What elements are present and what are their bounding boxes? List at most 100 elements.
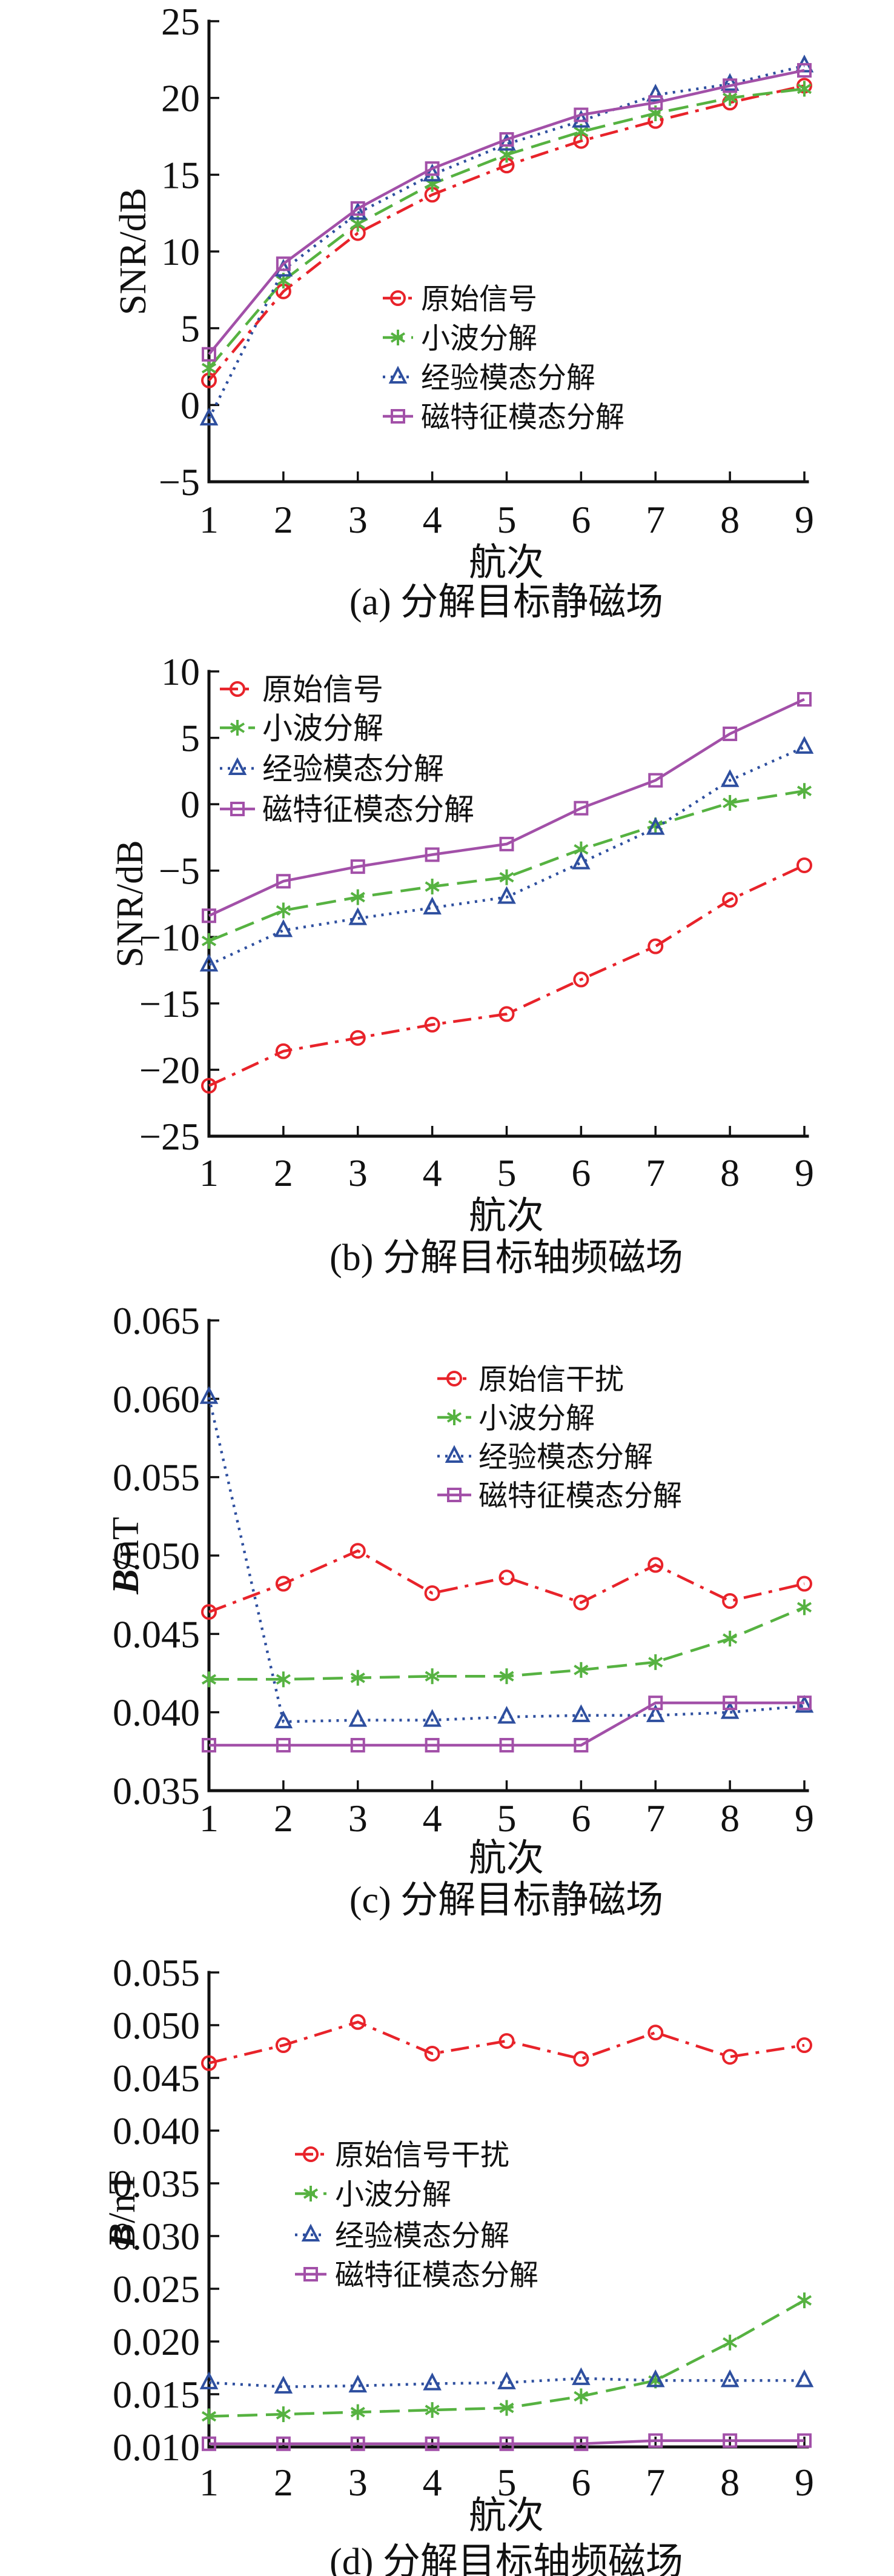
x-tick-label: 1 xyxy=(199,2461,219,2504)
legend-label: 原始信号 xyxy=(421,283,537,315)
legend-item: 经验模态分解 xyxy=(220,752,444,786)
legend-item: 磁特征模态分解 xyxy=(220,793,474,827)
triangle-icon xyxy=(795,2369,814,2388)
triangle-icon xyxy=(423,1709,442,1727)
x-tick-label: 1 xyxy=(199,1797,219,1840)
legend-label: 小波分解 xyxy=(421,322,537,354)
panel-d: 0.055 0.050 0.045 0.040 0.035 0.030 0.025 0.020… xyxy=(0,1933,894,2576)
legend-item: 经验模态分解 xyxy=(437,1441,653,1473)
legend-label: 原始信号 xyxy=(262,673,383,707)
square-icon xyxy=(350,201,365,216)
x-tick-label: 2 xyxy=(274,2461,293,2504)
series-line-b-0 xyxy=(208,864,805,1087)
x-tick-label: 1 xyxy=(199,498,219,541)
asterisk-icon xyxy=(201,933,217,949)
square-icon xyxy=(723,78,738,93)
square-icon xyxy=(648,1696,663,1711)
x-tick-label: 3 xyxy=(348,1797,368,1840)
series-markers-c-3 xyxy=(202,1696,812,1752)
asterisk-icon xyxy=(350,2404,365,2420)
asterisk-icon xyxy=(425,879,440,895)
square-icon xyxy=(425,161,440,176)
x-tick-label: 8 xyxy=(720,1797,740,1840)
square-icon xyxy=(425,2436,440,2451)
series-line-a-2 xyxy=(207,64,805,420)
legend-item: 磁特征模态分解 xyxy=(295,2259,538,2291)
triangle-icon xyxy=(274,1710,293,1729)
square-icon xyxy=(574,107,589,122)
triangle-icon xyxy=(388,365,408,384)
caption: (c) 分解目标静磁场 xyxy=(349,1880,663,1921)
triangle-icon xyxy=(497,133,516,151)
y-tick-label: 15 xyxy=(161,153,200,196)
asterisk-icon xyxy=(723,2334,738,2351)
asterisk-icon xyxy=(723,794,738,811)
square-icon xyxy=(648,773,663,788)
y-tick-label: 0.055 xyxy=(113,1456,200,1499)
y-tick-label: 20 xyxy=(161,77,200,120)
asterisk-icon xyxy=(276,1671,291,1688)
legend-label: 经验模态分解 xyxy=(262,752,444,786)
series-line-a-3 xyxy=(208,68,805,356)
legend-label: 经验模态分解 xyxy=(335,2220,509,2252)
legend-label: 磁特征模态分解 xyxy=(421,401,624,433)
x-tick-label: 2 xyxy=(274,1151,293,1194)
y-tick-label: 5 xyxy=(180,717,200,760)
circle-icon xyxy=(349,1543,366,1559)
square-icon xyxy=(202,1737,216,1752)
series-markers-b-2 xyxy=(199,736,814,972)
x-tick-label: 3 xyxy=(348,498,368,541)
legend-item: 原始信号 xyxy=(383,283,537,315)
x-tick-label: 6 xyxy=(571,1797,591,1840)
y-tick-label: 0.020 xyxy=(113,2320,200,2363)
triangle-icon xyxy=(720,2369,740,2388)
asterisk-icon xyxy=(499,2400,514,2416)
series-markers-c-1 xyxy=(201,1599,812,1688)
asterisk-icon xyxy=(303,2186,319,2202)
caption: (d) 分解目标轴频磁场 xyxy=(329,2541,683,2576)
square-icon xyxy=(797,63,812,78)
y-tick-label: 0 xyxy=(180,384,200,427)
x-tick-label: 1 xyxy=(199,1151,219,1194)
triangle-icon xyxy=(572,1704,591,1722)
asterisk-icon xyxy=(350,889,365,905)
square-icon xyxy=(202,908,216,924)
series-line-b-2 xyxy=(208,745,805,967)
asterisk-icon xyxy=(796,81,812,97)
asterisk-icon xyxy=(796,783,812,799)
triangle-icon xyxy=(572,851,591,870)
asterisk-icon xyxy=(425,1668,440,1685)
caption: (a) 分解目标静磁场 xyxy=(349,582,663,623)
circle-icon xyxy=(390,290,406,306)
legend-item: 小波分解 xyxy=(383,322,537,354)
triangle-icon xyxy=(199,1386,219,1404)
y-tick-label: 0 xyxy=(180,783,200,826)
x-tick-label: 7 xyxy=(646,2461,665,2504)
series-line-d-0 xyxy=(208,2020,805,2065)
circle-icon xyxy=(796,857,812,873)
asterisk-icon xyxy=(648,1654,663,1670)
asterisk-icon xyxy=(499,1668,514,1685)
legend-label: 小波分解 xyxy=(262,711,383,745)
y-tick-label: 0.035 xyxy=(113,2162,200,2205)
circle-icon xyxy=(446,1371,462,1386)
triangle-icon xyxy=(274,2375,293,2394)
circle-icon xyxy=(275,2037,291,2054)
triangle-icon xyxy=(646,817,665,835)
x-tick-label: 7 xyxy=(646,498,665,541)
circle-icon xyxy=(647,1557,664,1573)
triangle-icon xyxy=(274,919,293,937)
triangle-icon xyxy=(423,2372,442,2391)
square-icon xyxy=(391,409,405,424)
legend-item: 小波分解 xyxy=(295,2178,451,2211)
legend-item: 原始信干扰 xyxy=(437,1363,624,1396)
circle-icon xyxy=(796,2037,812,2054)
asterisk-icon xyxy=(230,720,245,736)
asterisk-icon xyxy=(796,2292,812,2309)
square-icon xyxy=(350,1737,365,1752)
legend-label: 原始信干扰 xyxy=(478,1363,624,1396)
triangle-icon xyxy=(199,2371,219,2389)
